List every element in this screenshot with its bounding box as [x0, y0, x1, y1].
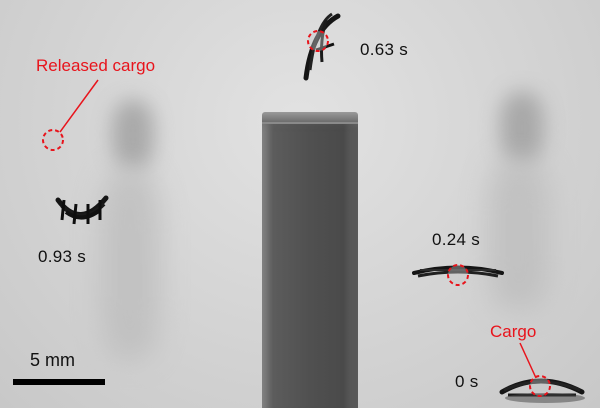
blurred-column-right — [488, 160, 550, 310]
timestamp-0-63s: 0.63 s — [360, 40, 409, 59]
robot-024s — [412, 265, 504, 278]
cargo-circle-024s — [447, 264, 469, 286]
released-cargo-label: Released cargo — [36, 56, 156, 75]
cargo-pointer-line — [519, 342, 537, 379]
obstacle-block — [262, 118, 358, 408]
robot-063s — [303, 12, 341, 81]
scale-bar — [13, 379, 105, 385]
robot-093s — [55, 195, 109, 225]
blurred-object-left — [112, 100, 154, 170]
cargo-circle-063s — [307, 30, 329, 52]
timestamp-0-24s: 0.24 s — [432, 230, 481, 249]
obstacle-block-top — [262, 112, 358, 122]
blurred-object-right — [500, 92, 544, 164]
cargo-circle-0s — [529, 375, 551, 397]
timestamp-0s: 0 s — [455, 372, 479, 391]
robot-0s — [499, 378, 585, 403]
released-cargo-pointer-line — [59, 79, 99, 133]
scale-bar-label: 5 mm — [30, 350, 75, 370]
timestamp-0-93s: 0.93 s — [38, 247, 87, 266]
cargo-label: Cargo — [490, 322, 537, 341]
released-cargo-circle — [42, 129, 64, 151]
blurred-column-left — [100, 170, 160, 360]
